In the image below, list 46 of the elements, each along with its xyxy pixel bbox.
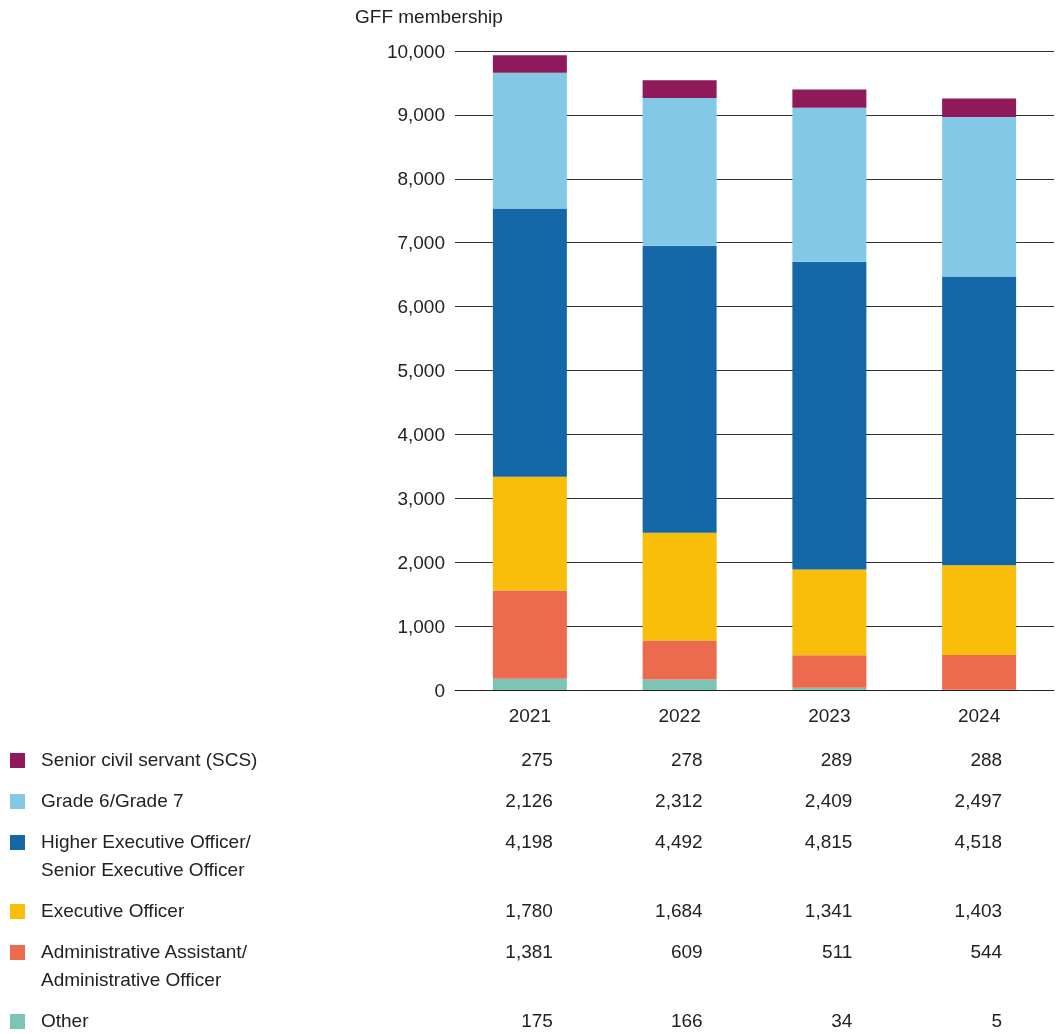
legend-label: Higher Executive Officer/ Senior Executive Officer: [41, 830, 252, 882]
legend-label: Executive Officer: [41, 899, 186, 923]
y-tick-label: 8,000: [397, 168, 445, 190]
data-label: 1,403: [953, 899, 1003, 923]
data-label: 278: [669, 748, 703, 772]
x-tick-label: 2023: [808, 705, 851, 726]
data-label: 4,198: [504, 830, 553, 854]
data-label: 4,492: [654, 830, 703, 854]
y-tick-label: 1,000: [397, 615, 445, 637]
data-label: 175: [520, 1009, 553, 1033]
data-label: 5: [990, 1009, 1003, 1033]
data-label: 1,780: [504, 899, 553, 923]
data-label: 2,126: [504, 789, 553, 813]
y-tick-label: 5,000: [397, 360, 445, 381]
x-tick-label: 2024: [957, 705, 1001, 726]
data-label: 275: [520, 748, 553, 772]
data-label: 2,497: [953, 789, 1003, 813]
data-label: 2,312: [654, 789, 703, 813]
data-label: 511: [821, 940, 853, 964]
data-label: 34: [830, 1009, 853, 1033]
data-label: 4,815: [803, 830, 853, 854]
data-label: 544: [969, 940, 1003, 964]
y-tick-label: 10,000: [386, 40, 445, 62]
data-label: 1,684: [654, 899, 703, 923]
data-label: 4,518: [953, 830, 1003, 854]
y-tick-label: 3,000: [397, 487, 445, 509]
y-tick-label: 0: [434, 679, 445, 701]
legend-label: Grade 6/Grade 7: [41, 789, 185, 813]
legend-label: Senior civil servant (SCS): [41, 748, 259, 772]
y-tick-label: 9,000: [397, 104, 445, 126]
data-label: 2,409: [803, 789, 853, 813]
y-tick-label: 6,000: [397, 296, 445, 318]
legend-label: Administrative Assistant/ Administrative Officer: [41, 940, 248, 992]
x-tick-label: 2022: [658, 705, 701, 726]
data-label: 1,381: [504, 940, 553, 964]
y-axis-title: GFF membership: [355, 6, 503, 28]
y-tick-label: 7,000: [397, 232, 445, 254]
y-tick-label: 4,000: [397, 423, 445, 445]
data-label: 288: [969, 748, 1003, 772]
x-tick-label: 2021: [508, 705, 552, 726]
data-label: 1,341: [803, 899, 853, 923]
legend-label: Other: [41, 1009, 90, 1033]
data-label: 609: [669, 940, 703, 964]
data-label: 166: [669, 1009, 703, 1033]
data-label: 289: [819, 748, 853, 772]
y-tick-label: 2,000: [397, 551, 445, 573]
